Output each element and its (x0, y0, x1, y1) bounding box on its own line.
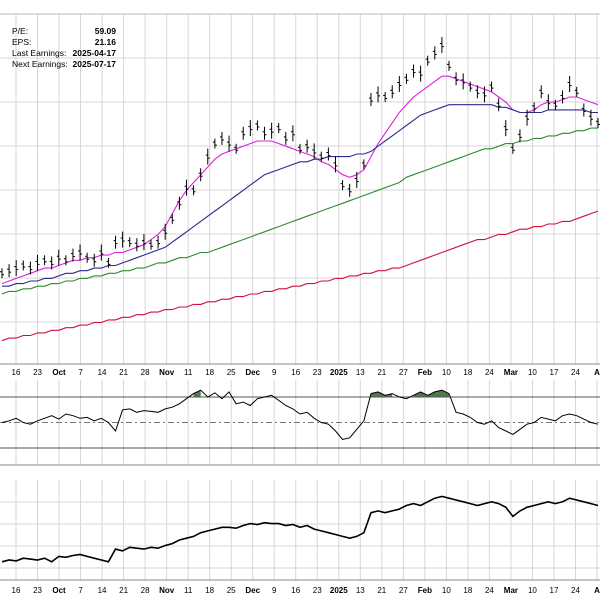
x-tick-label: Nov (159, 368, 175, 377)
indicator-overbought-fill (193, 390, 201, 397)
x-tick-label: 10 (528, 586, 537, 595)
pe-value: 59.09 (94, 26, 116, 36)
x-tick-label: Oct (52, 368, 66, 377)
eps-row: EPS: 21.16 (12, 37, 116, 48)
grid (0, 13, 600, 581)
last-earnings-value: 2025-04-17 (72, 48, 116, 58)
lower-panel (1, 495, 599, 563)
x-tick-label: 16 (291, 586, 300, 595)
x-tick-label: A (594, 368, 600, 377)
x-tick-label: 10 (442, 586, 451, 595)
x-tick-label: 24 (485, 586, 494, 595)
x-tick-label: Nov (159, 586, 175, 595)
indicator-line (1, 389, 599, 441)
next-earnings-row: Next Earnings: 2025-07-17 (12, 59, 116, 70)
pe-label: P/E: (12, 26, 29, 36)
x-tick-label: 23 (313, 368, 322, 377)
x-tick-label: 16 (12, 368, 21, 377)
x-tick-label: Oct (52, 586, 66, 595)
x-tick-label: 2025 (330, 368, 348, 377)
x-tick-label: 24 (571, 586, 580, 595)
series-line-ma_long (1, 127, 598, 295)
x-tick-label: 11 (184, 368, 193, 377)
x-tick-label: 24 (571, 368, 580, 377)
price-panel (0, 37, 600, 342)
x-tick-label: 16 (12, 586, 21, 595)
x-tick-label: 28 (141, 586, 150, 595)
x-tick-label: 21 (119, 368, 128, 377)
x-tick-label: 25 (227, 368, 236, 377)
x-tick-label: 7 (78, 368, 83, 377)
x-tick-label: 21 (119, 586, 128, 595)
x-tick-label: 7 (78, 586, 83, 595)
x-tick-label: 2025 (330, 586, 348, 595)
x-tick-label: 16 (291, 368, 300, 377)
x-tick-label: 10 (528, 368, 537, 377)
x-tick-label: 21 (377, 586, 386, 595)
x-tick-label: 27 (399, 368, 408, 377)
x-tick-label: Dec (245, 368, 260, 377)
last-earnings-row: Last Earnings: 2025-04-17 (12, 48, 116, 59)
lower-panel-line (1, 495, 599, 563)
x-tick-label: 21 (377, 368, 386, 377)
indicator-panel (0, 389, 600, 449)
series-line-ma_mid (2, 104, 598, 287)
info-box: P/E: 59.09 EPS: 21.16 Last Earnings: 202… (12, 26, 116, 70)
x-tick-label: 18 (463, 368, 472, 377)
pe-row: P/E: 59.09 (12, 26, 116, 37)
series-line-ma_short (1, 75, 599, 285)
x-tick-label: 14 (98, 368, 107, 377)
x-tick-label: 18 (463, 586, 472, 595)
x-tick-label: 13 (356, 586, 365, 595)
x-tick-label: 17 (550, 586, 559, 595)
x-tick-label: Feb (418, 586, 432, 595)
x-tick-label: 25 (227, 586, 236, 595)
next-earnings-value: 2025-07-17 (72, 59, 116, 69)
next-earnings-label: Next Earnings: (12, 59, 68, 69)
eps-value: 21.16 (94, 37, 116, 47)
indicator-overbought-fill (370, 391, 393, 397)
x-tick-label: 17 (550, 368, 559, 377)
x-tick-label: 14 (98, 586, 107, 595)
x-tick-label: 11 (184, 586, 193, 595)
x-axis-labels: 16 23 Oct 7 14 21 28 Nov 11 18 25 Dec 9 16 23 2025 13 21 2… (12, 368, 600, 595)
x-tick-label: Feb (418, 368, 432, 377)
x-tick-label: 13 (356, 368, 365, 377)
x-tick-label: 18 (205, 368, 214, 377)
x-tick-label: Dec (245, 586, 260, 595)
x-tick-label: 28 (141, 368, 150, 377)
x-tick-label: Mar (504, 368, 518, 377)
x-tick-label: 10 (442, 368, 451, 377)
x-tick-label: 9 (272, 586, 277, 595)
x-tick-label: 23 (313, 586, 322, 595)
x-tick-label: 23 (33, 586, 42, 595)
x-tick-label: A (594, 586, 600, 595)
x-tick-label: Mar (504, 586, 518, 595)
x-tick-label: 9 (272, 368, 277, 377)
last-earnings-label: Last Earnings: (12, 48, 67, 58)
x-tick-label: 18 (205, 586, 214, 595)
x-tick-label: 23 (33, 368, 42, 377)
x-tick-label: 24 (485, 368, 494, 377)
series-line-ma_longest (1, 210, 599, 342)
x-tick-label: 27 (399, 586, 408, 595)
eps-label: EPS: (12, 37, 32, 47)
